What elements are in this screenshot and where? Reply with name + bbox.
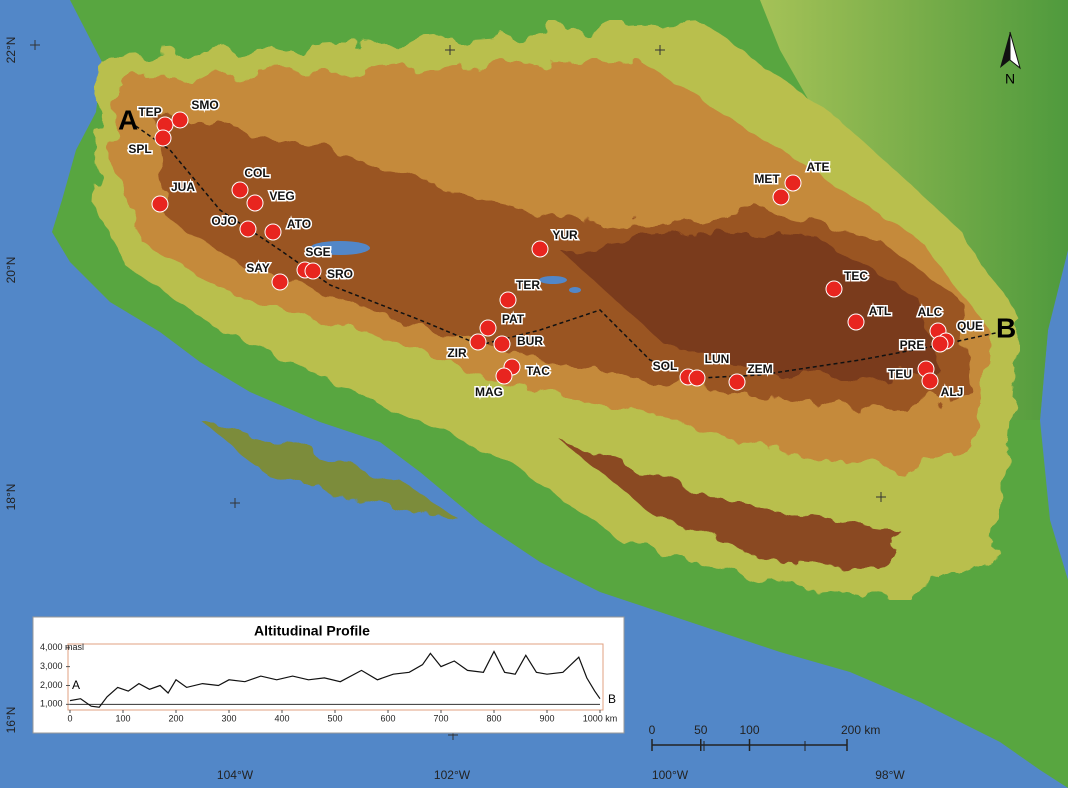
site-marker bbox=[469, 333, 487, 351]
inset-x-label: 200 bbox=[168, 713, 183, 723]
site-label: COL bbox=[244, 166, 269, 180]
site-marker bbox=[271, 273, 289, 291]
site-marker bbox=[825, 280, 843, 298]
inset-start: A bbox=[72, 678, 80, 692]
site-label: SAY bbox=[246, 261, 270, 275]
site-marker bbox=[231, 181, 249, 199]
site-label: TEU bbox=[888, 367, 912, 381]
site-label: SRO bbox=[327, 267, 353, 281]
inset-x-label: 100 bbox=[115, 713, 130, 723]
inset-y-label: 3,000 bbox=[40, 661, 63, 671]
scale-label: 200 km bbox=[841, 723, 880, 737]
site-marker bbox=[688, 369, 706, 387]
site-label: VEG bbox=[269, 189, 294, 203]
site-marker bbox=[154, 129, 172, 147]
profile-line bbox=[69, 650, 601, 708]
north-label: N bbox=[1005, 71, 1015, 87]
inset-x-label: 400 bbox=[274, 713, 289, 723]
site-label: ALJ bbox=[941, 385, 964, 399]
site-label: ZIR bbox=[447, 346, 467, 360]
inset-plot bbox=[67, 643, 604, 711]
site-marker bbox=[499, 291, 517, 309]
inset-end: B bbox=[608, 692, 616, 706]
inset-title: Altitudinal Profile bbox=[254, 623, 370, 639]
site-label: QUE bbox=[957, 319, 983, 333]
site-label: TAC bbox=[526, 364, 550, 378]
longitude-label: 102°W bbox=[434, 768, 471, 782]
north-arrow bbox=[1000, 31, 1021, 70]
site-label: ALC bbox=[918, 305, 943, 319]
site-label: SGE bbox=[305, 245, 330, 259]
site-marker bbox=[246, 194, 264, 212]
site-label: MET bbox=[754, 172, 780, 186]
site-label: JUA bbox=[171, 180, 195, 194]
inset-y-label: 4,000 masl bbox=[40, 642, 84, 652]
site-label: SPL bbox=[128, 142, 151, 156]
site-label: YUR bbox=[552, 228, 578, 242]
site-marker bbox=[304, 262, 322, 280]
site-marker bbox=[493, 335, 511, 353]
transect-end: B bbox=[996, 312, 1016, 343]
latitude-label: 22°N bbox=[4, 37, 18, 64]
site-marker bbox=[847, 313, 865, 331]
site-marker bbox=[921, 372, 939, 390]
site-marker bbox=[171, 111, 189, 129]
site-marker bbox=[479, 319, 497, 337]
transect-start: A bbox=[118, 104, 138, 135]
site-label: ATE bbox=[806, 160, 829, 174]
longitude-label: 104°W bbox=[217, 768, 254, 782]
scale-label: 0 bbox=[649, 723, 656, 737]
inset-y-label: 2,000 bbox=[40, 680, 63, 690]
site-label: TER bbox=[516, 278, 540, 292]
site-marker bbox=[264, 223, 282, 241]
site-marker bbox=[784, 174, 802, 192]
site-label: ATO bbox=[287, 217, 311, 231]
site-marker bbox=[239, 220, 257, 238]
site-label: PAT bbox=[502, 312, 525, 326]
inset-x-label: 900 bbox=[539, 713, 554, 723]
site-label: PRE bbox=[900, 338, 925, 352]
site-marker bbox=[728, 373, 746, 391]
site-label: OJO bbox=[211, 214, 236, 228]
site-marker bbox=[531, 240, 549, 258]
site-label: MAG bbox=[475, 385, 503, 399]
latitude-label: 16°N bbox=[4, 707, 18, 734]
inset-y-label: 1,000 bbox=[40, 699, 63, 709]
site-label: ZEM bbox=[747, 362, 772, 376]
land bbox=[52, 0, 1068, 788]
latitude-label: 18°N bbox=[4, 484, 18, 511]
inset-x-label: 1000 km bbox=[583, 713, 618, 723]
inset-x-label: 600 bbox=[380, 713, 395, 723]
scale-label: 50 bbox=[694, 723, 708, 737]
scale-label: 100 bbox=[739, 723, 759, 737]
longitude-label: 100°W bbox=[652, 768, 689, 782]
inset-x-label: 0 bbox=[67, 713, 72, 723]
latitude-label: 20°N bbox=[4, 257, 18, 284]
site-marker bbox=[151, 195, 169, 213]
site-label: BUR bbox=[517, 334, 543, 348]
longitude-label: 98°W bbox=[875, 768, 905, 782]
inset-x-label: 800 bbox=[486, 713, 501, 723]
site-marker bbox=[495, 367, 513, 385]
site-label: SMO bbox=[191, 98, 218, 112]
site-marker bbox=[931, 335, 949, 353]
graticule bbox=[30, 40, 886, 740]
site-label: TEP bbox=[138, 105, 161, 119]
site-marker bbox=[772, 188, 790, 206]
inset-x-label: 700 bbox=[433, 713, 448, 723]
site-label: LUN bbox=[705, 352, 730, 366]
inset-x-label: 300 bbox=[221, 713, 236, 723]
site-label: ATL bbox=[869, 304, 891, 318]
inset-x-label: 500 bbox=[327, 713, 342, 723]
transect-line bbox=[129, 121, 1001, 379]
site-label: SOL bbox=[653, 359, 678, 373]
site-label: TEC bbox=[844, 269, 868, 283]
